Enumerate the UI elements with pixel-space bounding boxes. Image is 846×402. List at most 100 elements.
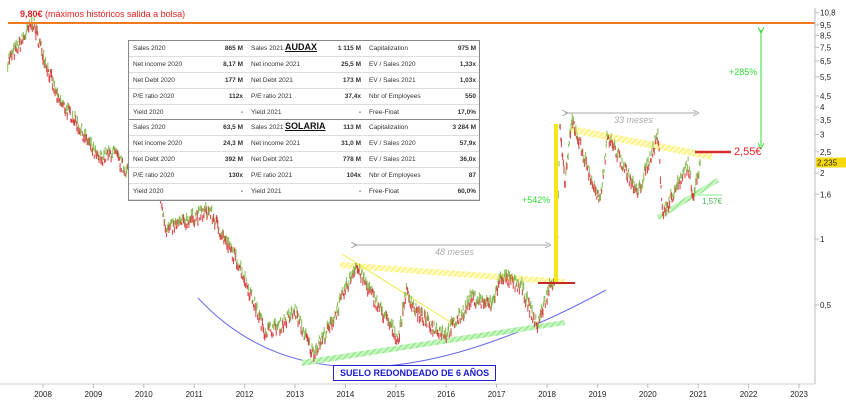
table-label: Net income 2020 [133,140,183,147]
x-tick-label: 2009 [85,390,103,399]
table-value: 24,3 M [223,140,243,147]
resistance-band-48m [340,262,565,285]
x-tick-label: 2019 [589,390,607,399]
table-value: 112x [228,93,243,100]
last-price-badge [816,157,846,168]
y-tick-label: 3 [820,131,825,140]
table-label: EV / Sales 2021 [369,156,416,163]
table-label: EV / Sales 2020 [369,140,416,147]
table-label: P/E ratio 2020 [133,93,175,100]
y-tick-label: 7,5 [820,43,832,52]
table-row: Net Debt 2020 177 M Net Debt 2021 173 M EV /… [129,73,479,89]
table-label: Net Debt 2021 [251,156,293,163]
table-value: - [358,188,361,195]
x-tick-label: 2023 [790,390,808,399]
table-value: 392 M [224,156,243,163]
table-row: Yield 2020 - Yield 2021 - Free-Float 60,0% [129,184,479,200]
table-label: P/E ratio 2021 [251,172,293,179]
y-tick-label: 0,5 [820,301,832,310]
table-value: 177 M [224,77,243,84]
table-value: 36,0x [459,156,476,163]
table-label: EV / Sales 2020 [369,61,416,68]
table-value: 173 M [342,77,361,84]
table-value: 865 M [224,45,243,52]
table-value: - [240,109,243,116]
table-row: Net income 2020 8,17 M Net income 2021 25,5… [129,57,479,73]
table-value: 8,17 M [223,61,243,68]
table-label: Net Debt 2021 [251,77,293,84]
table-value: 60,0% [457,188,476,195]
table-title: AUDAX [285,42,318,52]
table-value: 1,03x [459,77,476,84]
table-value: 87 [468,172,476,179]
y-tick-label: 5,5 [820,73,832,82]
table-label: Net income 2021 [251,61,301,68]
y-tick-label: 10,8 [820,9,836,18]
resistance-label: 2,55€ [734,146,762,158]
table-label: Yield 2020 [133,109,164,116]
audax-table: Sales 2020 865 M Sales 2021 1 115 M Capitali… [128,40,480,122]
y-tick-label: 8,5 [820,31,832,40]
table-label: Nbr of Employees [369,172,421,179]
table-label: Yield 2020 [133,188,164,195]
last-price-label: 2,235 [817,159,838,168]
x-tick-label: 2017 [488,390,506,399]
x-tick-label: 2013 [286,390,304,399]
y-tick-label: 1 [820,235,825,244]
x-tick-label: 2011 [186,390,204,399]
table-value: 3 284 M [452,124,477,131]
x-tick-label: 2018 [538,390,556,399]
table-label: Free-Float [369,188,399,195]
table-label: Capitalization [369,45,409,52]
table-title: SOLARIA [285,121,326,131]
rounded-bottom-arc [197,289,607,368]
x-tick-label: 2010 [135,390,153,399]
table-label: Free-Float [369,109,399,116]
y-tick-label: 9,5 [820,21,832,30]
table-value: 1,33x [459,61,476,68]
resistance-band-33m [571,126,712,160]
table-label: Nbr of Employees [369,93,421,100]
table-value: 25,5 M [341,61,361,68]
x-tick-label: 2014 [337,390,355,399]
table-label: Net Debt 2020 [133,77,175,84]
y-tick-label: 2,5 [820,148,832,157]
table-label: Yield 2021 [251,109,282,116]
table-label: P/E ratio 2020 [133,172,175,179]
table-row: Sales 2020 63,5 M Sales 2021 113 M Capitaliz… [129,120,479,136]
y-tick-label: 6,5 [820,57,832,66]
y-tick-label: 2 [820,169,825,178]
support-band-recent [657,178,719,220]
y-tick-label: 4,5 [820,92,832,101]
table-row: Net income 2020 24,3 M Net income 2021 31,0… [129,136,479,152]
months-48-label: 48 meses [435,247,475,257]
table-value: 778 M [342,156,361,163]
table-value: 31,0 M [341,140,361,147]
table-value: - [358,109,361,116]
x-tick-label: 2008 [34,390,52,399]
table-label: P/E ratio 2021 [251,93,293,100]
months-33-label: 33 meses [614,115,654,125]
table-label: Sales 2021 [251,45,284,52]
table-row: P/E ratio 2020 112x P/E ratio 2021 37,4x Nbr… [129,89,479,105]
downtrend-line [341,253,456,326]
ath-text: (máximos históricos salida a bolsa) [45,9,186,19]
x-tick-label: 2022 [740,390,758,399]
table-value: 57,9x [459,140,476,147]
ath-value: 9,80€ [20,9,43,19]
table-label: Sales 2020 [133,45,166,52]
x-tick-label: 2021 [689,390,707,399]
table-row: Sales 2020 865 M Sales 2021 1 115 M Capitali… [129,41,479,57]
table-label: Sales 2020 [133,124,166,131]
table-value: - [240,188,243,195]
rally-label: +542% [522,195,551,205]
table-label: EV / Sales 2021 [369,77,416,84]
x-tick-label: 2016 [437,390,455,399]
support-label: 1,57€ [702,197,723,206]
y-tick-label: 1,6 [820,190,832,199]
table-value: 113 M [343,124,361,131]
table-label: Capitalization [369,124,409,131]
x-tick-label: 2012 [236,390,254,399]
table-value: 1 115 M [337,45,361,52]
table-value: 130x [228,172,243,179]
